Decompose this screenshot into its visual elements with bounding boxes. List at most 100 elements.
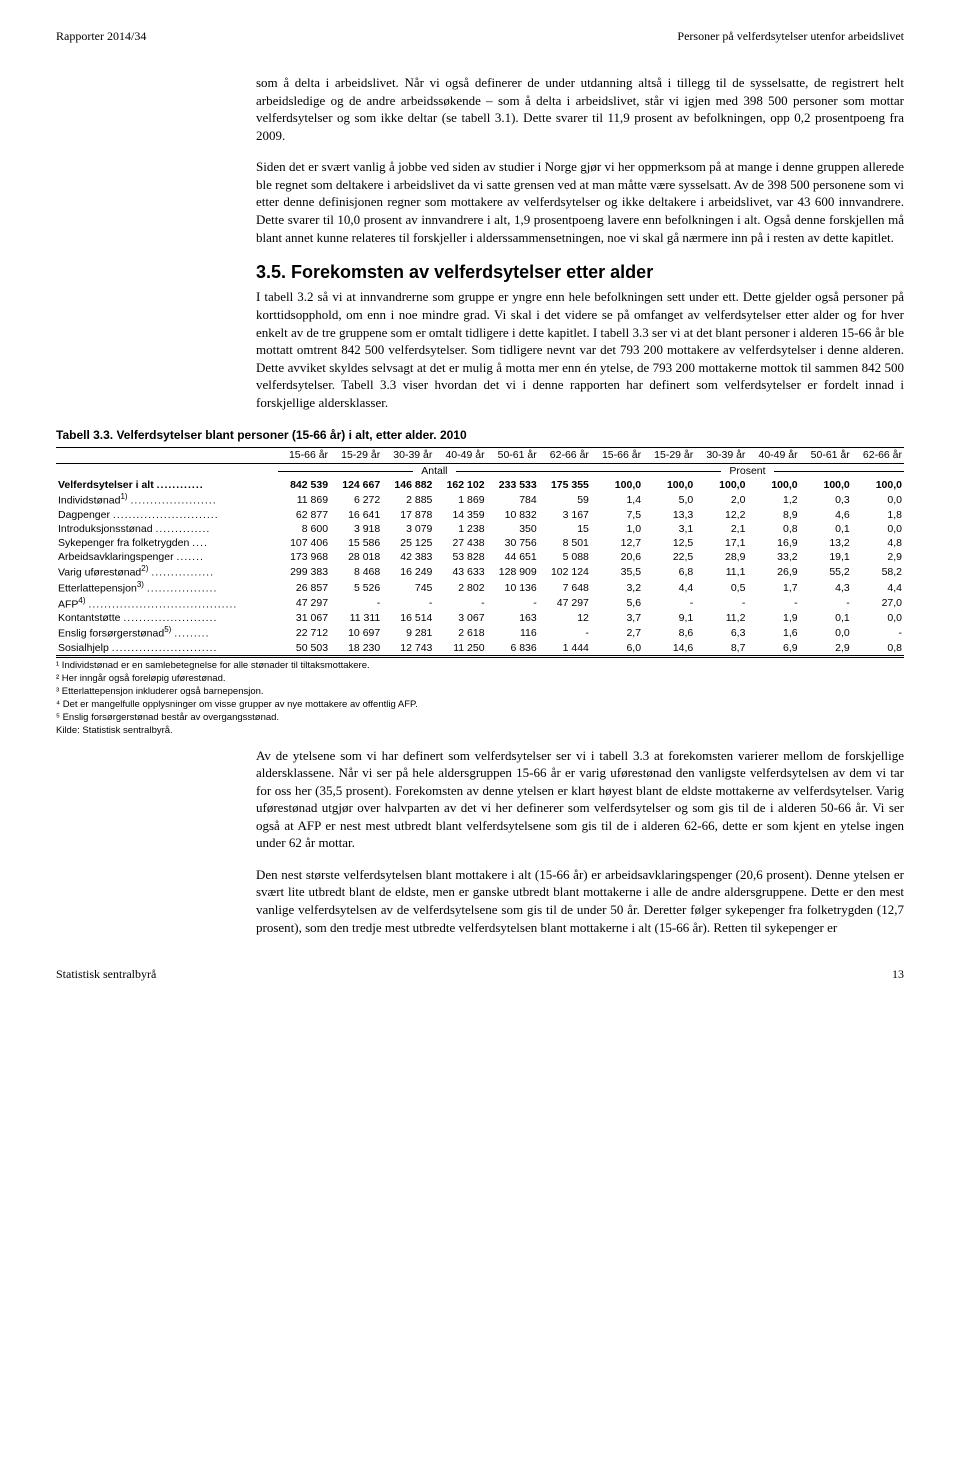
table-row: Velferdsytelser i alt ............842 53… xyxy=(56,478,904,492)
table-cell: 58,2 xyxy=(852,564,904,580)
table-cell: 100,0 xyxy=(747,478,799,492)
table-cell: 7 648 xyxy=(539,580,591,596)
table-cell: 299 383 xyxy=(278,564,330,580)
footnote-line: ³ Etterlattepensjon inkluderer også barn… xyxy=(56,686,904,698)
table-cell: 42 383 xyxy=(382,550,434,564)
footnote-line: ² Her inngår også foreløpig uførestønad. xyxy=(56,673,904,685)
table-cell: 4,6 xyxy=(800,508,852,522)
table-row: Enslig forsørgerstønad5) .........22 712… xyxy=(56,625,904,641)
table-cell: 2,7 xyxy=(591,625,643,641)
table-col-header: 62-66 år xyxy=(539,448,591,463)
table-cell: 1 869 xyxy=(434,492,486,508)
table-cell: 0,0 xyxy=(852,611,904,625)
table-col-header: 50-61 år xyxy=(487,448,539,463)
table-cell: 27 438 xyxy=(434,536,486,550)
table-cell: 3,7 xyxy=(591,611,643,625)
table-cell: 1,8 xyxy=(852,508,904,522)
table-cell: 3 167 xyxy=(539,508,591,522)
table-cell: 0,1 xyxy=(800,522,852,536)
table-cell: 1,2 xyxy=(747,492,799,508)
table-cell: 33,2 xyxy=(747,550,799,564)
table-cell: 28 018 xyxy=(330,550,382,564)
table-cell: 162 102 xyxy=(434,478,486,492)
table-cell: 12,2 xyxy=(695,508,747,522)
table-cell: 100,0 xyxy=(643,478,695,492)
table-cell: - xyxy=(852,625,904,641)
table-row: Etterlattepensjon3) ..................26… xyxy=(56,580,904,596)
table-cell: 13,2 xyxy=(800,536,852,550)
table-cell: 3,2 xyxy=(591,580,643,596)
table-cell: 0,5 xyxy=(695,580,747,596)
table-col-header: 62-66 år xyxy=(852,448,904,463)
table-cell: 0,0 xyxy=(852,522,904,536)
table-cell: 4,4 xyxy=(852,580,904,596)
table-cell: 3 918 xyxy=(330,522,382,536)
table-cell: 6,9 xyxy=(747,641,799,656)
footer-left: Statistisk sentralbyrå xyxy=(56,966,156,982)
row-label: Kontantstøtte ........................ xyxy=(56,611,278,625)
table-cell: - xyxy=(539,625,591,641)
table-cell: - xyxy=(434,596,486,612)
table-cell: 0,0 xyxy=(800,625,852,641)
group-label-prosent: Prosent xyxy=(721,464,773,478)
table-cell: - xyxy=(487,596,539,612)
table-cell: - xyxy=(643,596,695,612)
table-row: Introduksjonsstønad ..............8 6003… xyxy=(56,522,904,536)
table-cell: 1,7 xyxy=(747,580,799,596)
group-label-antall: Antall xyxy=(413,464,455,478)
table-cell: 100,0 xyxy=(591,478,643,492)
table-cell: 5 088 xyxy=(539,550,591,564)
table-cell: 12,5 xyxy=(643,536,695,550)
paragraph-2: Siden det er svært vanlig å jobbe ved si… xyxy=(256,158,904,246)
page-header: Rapporter 2014/34 Personer på velferdsyt… xyxy=(56,28,904,44)
table-cell: 9,1 xyxy=(643,611,695,625)
table-cell: 2,1 xyxy=(695,522,747,536)
table-cell: 31 067 xyxy=(278,611,330,625)
table-cell: 3 067 xyxy=(434,611,486,625)
table-cell: 350 xyxy=(487,522,539,536)
table-row: Sykepenger fra folketrygden ....107 4061… xyxy=(56,536,904,550)
footnote-line: Kilde: Statistisk sentralbyrå. xyxy=(56,725,904,737)
table-cell: 26 857 xyxy=(278,580,330,596)
table-cell: 0,8 xyxy=(747,522,799,536)
table-col-header: 15-29 år xyxy=(330,448,382,463)
table-cell: 47 297 xyxy=(278,596,330,612)
table-cell: 5 526 xyxy=(330,580,382,596)
table-cell: 4,8 xyxy=(852,536,904,550)
table-cell: 53 828 xyxy=(434,550,486,564)
table-cell: 102 124 xyxy=(539,564,591,580)
table-cell: 163 xyxy=(487,611,539,625)
table-group-row: Antall Prosent xyxy=(56,463,904,478)
table-cell: 15 xyxy=(539,522,591,536)
table-cell: 2 885 xyxy=(382,492,434,508)
table-cell: 17 878 xyxy=(382,508,434,522)
row-label: Enslig forsørgerstønad5) ......... xyxy=(56,625,278,641)
table-row: Individstønad1) ......................11… xyxy=(56,492,904,508)
table-cell: 6,8 xyxy=(643,564,695,580)
table-cell: 13,3 xyxy=(643,508,695,522)
paragraph-1: som å delta i arbeidslivet. Når vi også … xyxy=(256,74,904,144)
table-cell: 6,3 xyxy=(695,625,747,641)
table-row: Kontantstøtte ........................31… xyxy=(56,611,904,625)
table-cell: 100,0 xyxy=(852,478,904,492)
table-col-header: 50-61 år xyxy=(800,448,852,463)
table-row: Sosialhjelp ...........................5… xyxy=(56,641,904,656)
section-heading-3-5: 3.5. Forekomsten av velferdsytelser ette… xyxy=(256,260,904,284)
table-row: Dagpenger ...........................62 … xyxy=(56,508,904,522)
header-left: Rapporter 2014/34 xyxy=(56,28,146,44)
row-label: AFP4) ..................................… xyxy=(56,596,278,612)
table-footnotes: ¹ Individstønad er en samlebetegnelse fo… xyxy=(56,657,904,736)
table-cell: 12 xyxy=(539,611,591,625)
body-block-1: som å delta i arbeidslivet. Når vi også … xyxy=(256,74,904,411)
table-cell: 22,5 xyxy=(643,550,695,564)
table-cell: 3,1 xyxy=(643,522,695,536)
table-col-header: 40-49 år xyxy=(747,448,799,463)
table-cell: 784 xyxy=(487,492,539,508)
table-cell: 11,2 xyxy=(695,611,747,625)
table-cell: 16 249 xyxy=(382,564,434,580)
table-cell: 12 743 xyxy=(382,641,434,656)
table-caption: Tabell 3.3. Velferdsytelser blant person… xyxy=(56,427,904,443)
table-cell: 43 633 xyxy=(434,564,486,580)
table-cell: 11,1 xyxy=(695,564,747,580)
table-cell: 59 xyxy=(539,492,591,508)
